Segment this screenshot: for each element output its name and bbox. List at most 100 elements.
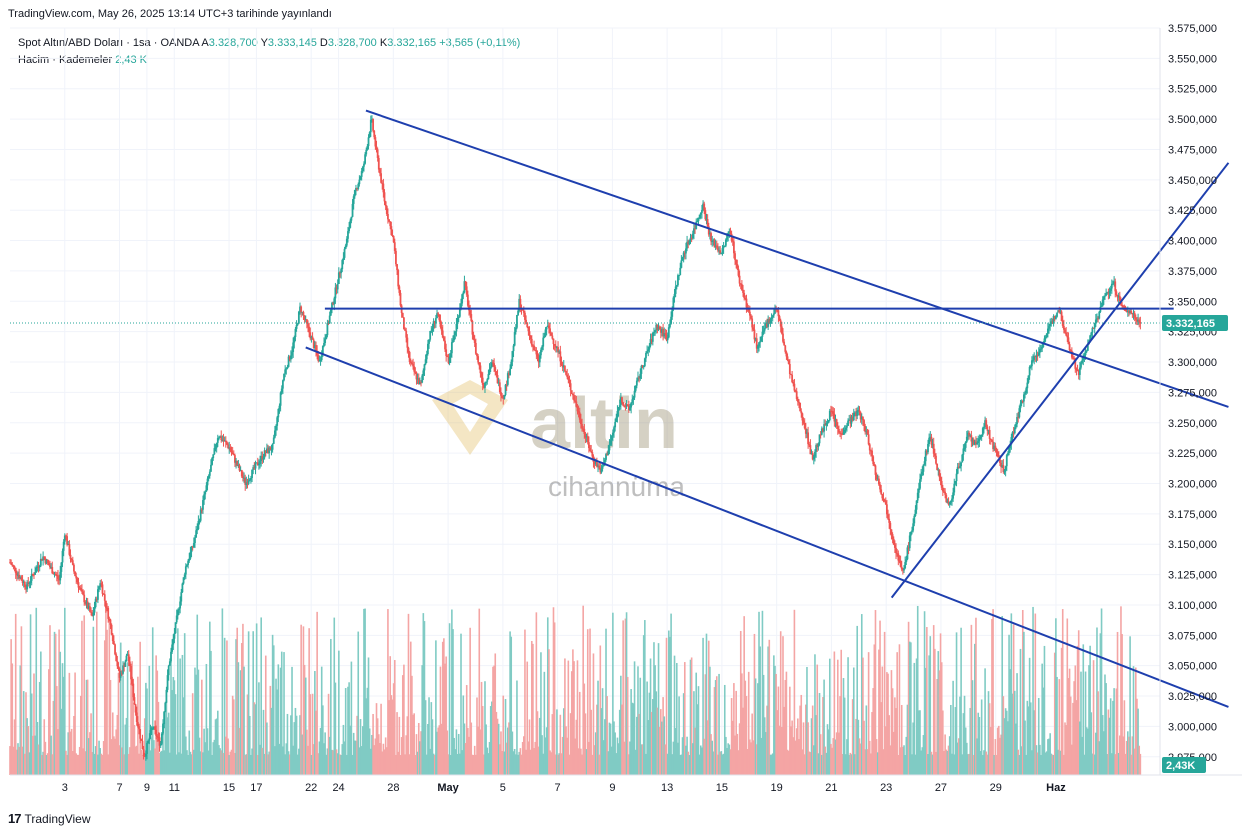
candle-body [624,405,627,407]
candle-body [307,323,309,327]
candle-body [108,618,111,620]
volume-bar [316,611,318,775]
candle-body [1062,325,1065,330]
volume-bar [262,709,265,775]
candle-body [972,439,975,445]
volume-bar [219,748,221,775]
candle-body [82,591,84,595]
volume-bar [406,716,409,775]
volume-bar [976,738,978,775]
volume-bar [588,741,590,775]
volume-bar [894,697,896,775]
candle-body [213,448,216,455]
volume-bar [224,736,227,775]
volume-bar [439,666,442,775]
volume-bar [568,754,571,775]
candle-body [30,573,33,581]
candle-body [1073,358,1076,360]
candle-body [772,313,775,316]
volume-bar [312,744,315,775]
candle-body [874,465,877,475]
candle-body [807,432,810,445]
candle-body [1072,357,1074,359]
candle-body [838,429,840,433]
volume-bar [1020,746,1023,775]
volume-bar [1133,748,1136,775]
volume-bar [408,754,411,775]
volume-bar [1084,671,1087,775]
candle-body [875,474,878,479]
volume-bar [1016,673,1018,775]
volume-bar [725,736,727,775]
volume-bar [964,727,967,775]
candle-body [695,221,698,230]
volume-bar [911,754,913,775]
candle-body [43,556,46,559]
volume-bar [722,753,725,775]
volume-bar [503,751,506,775]
candle-body [790,374,792,376]
volume-bar [850,754,853,775]
volume-bar [856,625,859,775]
volume-bar [546,617,549,775]
candle-body [182,577,185,584]
volume-bar [1103,731,1105,775]
candle-body [522,310,525,313]
volume-bar [937,651,940,775]
footer[interactable]: 17 TradingView [8,811,91,826]
candle-body [184,566,187,575]
candle-body [534,349,537,351]
candle-body [938,469,941,478]
candle-body [250,477,252,480]
volume-bar [29,614,32,775]
volume-bar [456,754,459,775]
volume-bar [978,717,981,775]
candle-body [208,471,211,476]
volume-bar [396,712,398,775]
candle-body [340,269,343,274]
candle-body [935,455,937,464]
candle-body [858,410,861,413]
volume-bar [93,753,96,775]
candle-body [1102,296,1105,300]
volume-bar [825,752,828,775]
candle-body [470,314,473,321]
time-tick: May [437,782,459,794]
candle-body [440,326,443,331]
volume-bar [209,621,211,775]
volume-bar [147,739,149,775]
candle-body [557,347,559,352]
candle-body [1129,310,1131,313]
candle-body [591,452,594,457]
volume-bar [118,745,121,775]
candle-body [573,395,575,401]
volume-bar [945,749,948,775]
volume-bar [1005,710,1008,775]
symbol-label[interactable]: Spot Altın/ABD Doları · 1sa · OANDA [18,37,199,49]
volume-bar [646,681,648,775]
candle-body [1057,310,1060,313]
volume-bar [1053,652,1056,775]
candle-body [303,315,306,320]
candle-body [497,382,500,384]
candle-body [150,728,153,731]
legend-ohlc-row[interactable]: Spot Altın/ABD Doları · 1sa · OANDA A3.3… [18,35,520,52]
volume-bar [280,651,283,775]
volume-bar [266,722,268,775]
candle-body [961,454,964,463]
candle-body [120,673,123,675]
candle-body [978,438,981,442]
candle-body [441,330,444,338]
candle-body [1017,417,1020,419]
volume-bar [745,696,748,775]
candle-body [707,226,710,235]
volume-bar [621,704,623,775]
volume-bar [318,741,321,775]
volume-bar [341,744,344,775]
candle-body [1030,360,1033,367]
volume-bar [553,622,556,775]
candle-body [955,473,958,482]
volume-bar [1012,624,1015,775]
volume-bar [148,665,151,775]
